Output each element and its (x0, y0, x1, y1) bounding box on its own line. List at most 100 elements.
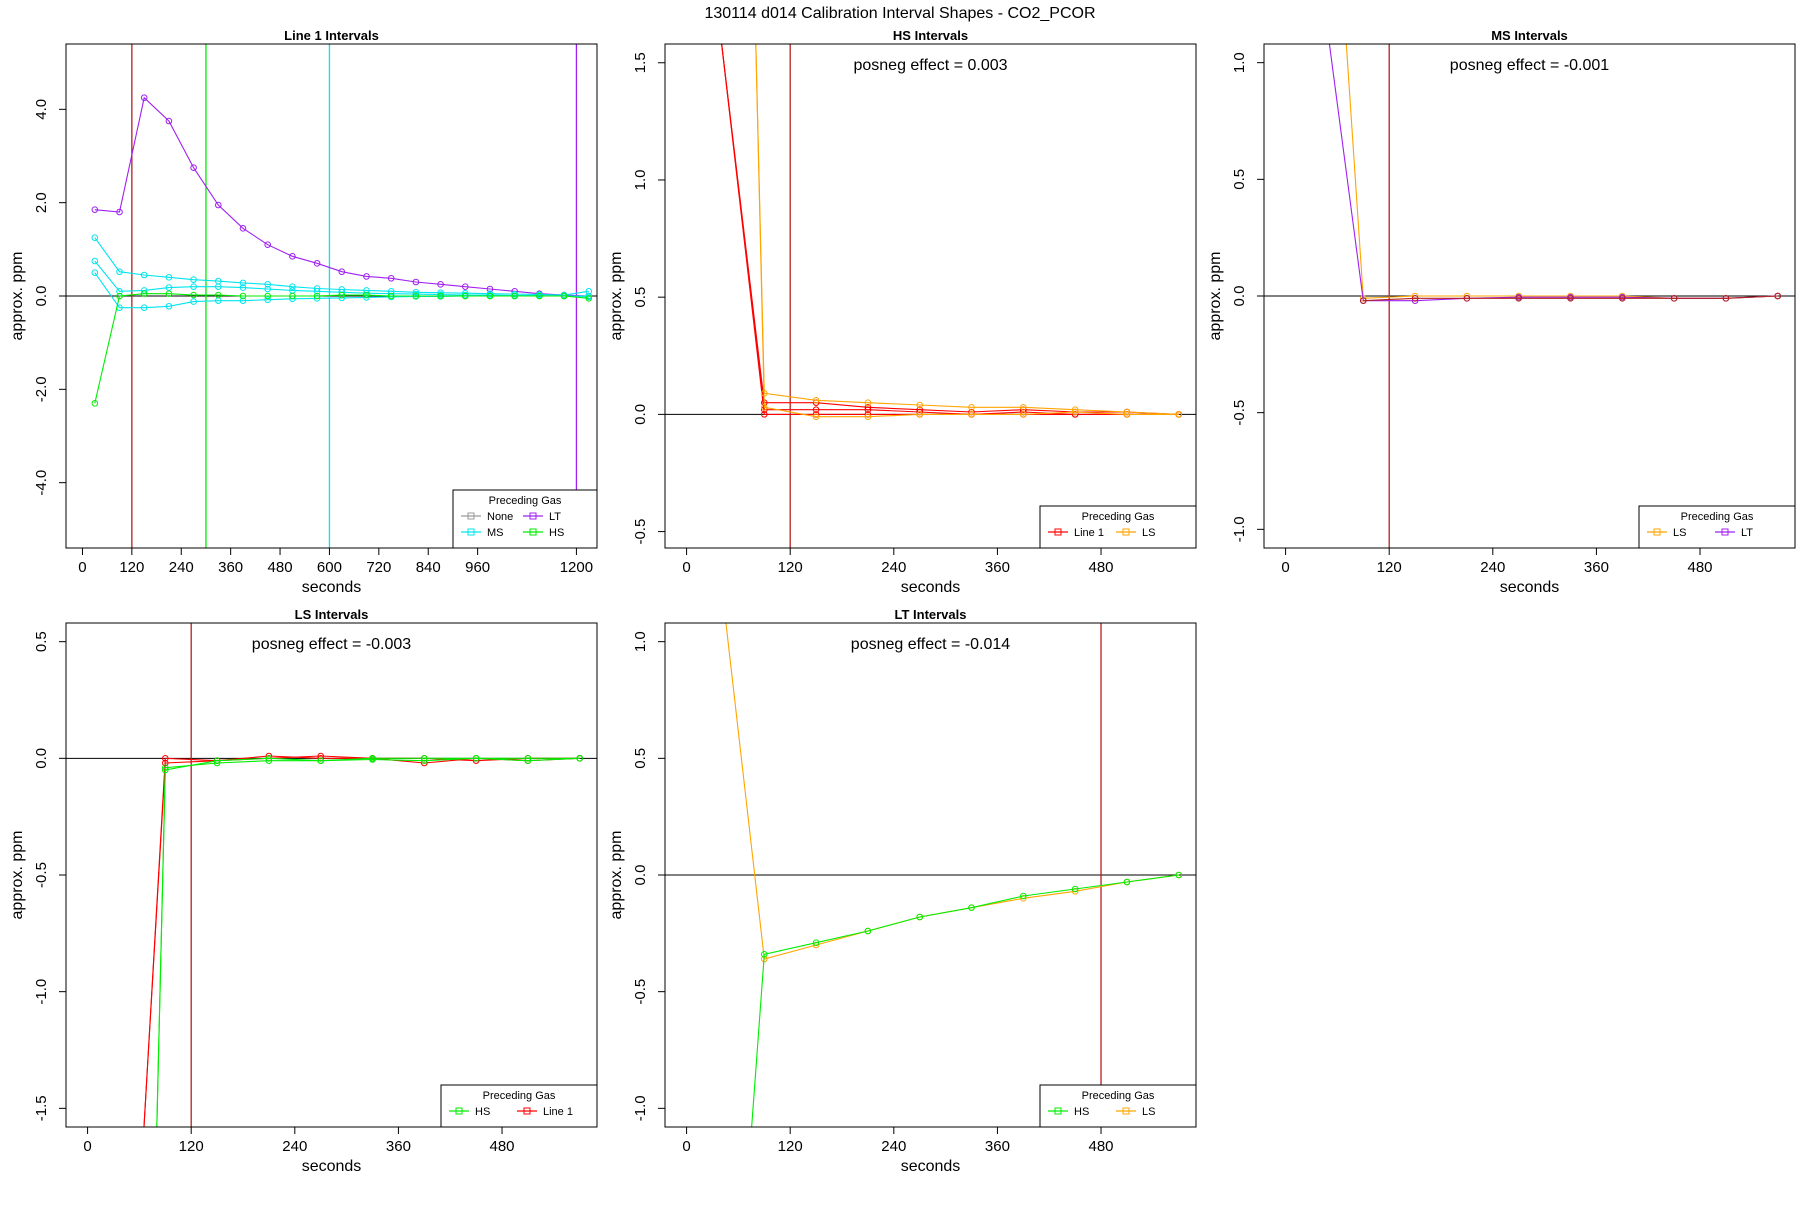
legend-swatch-marker (1122, 1107, 1130, 1115)
y-tick-label: 2.0 (33, 192, 50, 213)
data-point (412, 278, 420, 286)
data-point (165, 290, 173, 297)
legend-swatch-marker (455, 1107, 463, 1115)
y-tick-label: 0.5 (33, 631, 50, 652)
x-axis-label: seconds (901, 1158, 961, 1175)
data-point (116, 292, 123, 300)
data-point (213, 757, 221, 764)
x-tick-label: 240 (881, 1138, 906, 1155)
data-point (437, 292, 444, 300)
data-point (812, 939, 820, 946)
series-line-1 (94, 96, 589, 297)
x-tick-label: 360 (985, 1138, 1010, 1155)
series-line-4 (755, 44, 1179, 415)
chart-panel-3: MS Intervals 0 120 240 360 480 -1.0 -0.5 0.0 0.5 1… (1207, 28, 1796, 596)
data-point (1670, 295, 1678, 302)
x-tick-label: 600 (317, 559, 342, 576)
data-point (264, 296, 271, 304)
x-tick-label: 360 (218, 559, 243, 576)
y-tick-label: 0.5 (1231, 169, 1248, 190)
data-point (1020, 404, 1027, 411)
data-point (916, 401, 924, 409)
data-point (1071, 885, 1079, 893)
y-tick-label: 1.5 (632, 52, 649, 73)
legend-entry-label: LT (549, 511, 561, 523)
legend-title: Preceding Gas (1681, 511, 1754, 523)
legend-swatch-marker (1054, 528, 1062, 536)
data-point (536, 292, 543, 300)
data-point (338, 268, 346, 276)
data-point (472, 755, 480, 762)
data-point (812, 406, 820, 413)
data-point (165, 117, 173, 125)
data-point (140, 304, 148, 311)
data-point (1020, 892, 1027, 900)
data-point (215, 291, 222, 299)
y-axis-label: approx. ppm (608, 252, 625, 341)
data-point (1123, 878, 1131, 886)
data-point (289, 253, 296, 260)
data-point (760, 951, 768, 958)
y-tick-label: 0.0 (33, 286, 50, 307)
legend-box (1638, 505, 1796, 549)
y-tick-label: 0.0 (1231, 286, 1248, 307)
x-tick-label: 960 (465, 559, 490, 576)
data-point (363, 289, 370, 297)
data-point (576, 755, 584, 762)
x-tick-label: 120 (179, 1138, 204, 1155)
data-point (1020, 411, 1027, 418)
data-point (165, 302, 173, 310)
chart-panel-4: LS Intervals 0 120 240 360 480 -1.5 -1.0 -0.5 0.0… (9, 607, 598, 1175)
legend-entry-label: Line 1 (543, 1106, 573, 1118)
data-point (1774, 292, 1782, 300)
legend: Preceding Gas HS Line 1 (440, 1084, 598, 1128)
series-line-4 (156, 757, 580, 1127)
x-tick-label: 1200 (560, 559, 593, 576)
panel-title: LS Intervals (295, 607, 369, 622)
data-point (461, 283, 469, 290)
data-point (1463, 295, 1471, 302)
data-point (190, 283, 197, 290)
legend-box (1039, 505, 1197, 549)
data-point (239, 297, 247, 304)
data-point (387, 292, 395, 300)
y-tick-label: -1.5 (33, 1095, 50, 1121)
x-tick-label: 120 (119, 559, 144, 576)
y-tick-label: -0.5 (632, 519, 649, 545)
x-tick-label: 0 (682, 1138, 690, 1155)
data-point (864, 406, 872, 413)
legend-title: Preceding Gas (483, 1090, 556, 1102)
plot-area (1264, 44, 1795, 548)
data-point (486, 292, 494, 300)
plot-frame (65, 622, 598, 1128)
x-tick-label: 120 (1377, 559, 1402, 576)
data-point (412, 292, 420, 300)
data-point (140, 290, 148, 297)
legend-entry-label: LS (1142, 1106, 1155, 1118)
x-tick-label: 360 (386, 1138, 411, 1155)
legend-entry-label: Line 1 (1074, 527, 1104, 539)
data-point (812, 413, 820, 421)
y-tick-label: 1.0 (1231, 52, 1248, 73)
legend-swatch-marker (467, 512, 475, 520)
panel-title: MS Intervals (1491, 28, 1568, 43)
posneg-annotation: posneg effect = 0.003 (853, 57, 1007, 74)
series-line-2 (143, 755, 580, 1127)
data-point (812, 397, 820, 404)
data-point (412, 288, 420, 296)
legend-swatch-marker (529, 512, 537, 520)
x-axis-label: seconds (1500, 579, 1560, 596)
plot-area (665, 44, 1196, 548)
legend-entry-label: HS (475, 1106, 490, 1118)
x-tick-label: 240 (282, 1138, 307, 1155)
data-point (363, 291, 370, 299)
plot-area (66, 44, 597, 548)
data-point (91, 400, 99, 407)
data-point (387, 274, 395, 282)
y-tick-label: 4.0 (33, 99, 50, 120)
data-point (1359, 297, 1367, 304)
data-point (437, 281, 444, 288)
data-point (916, 411, 924, 418)
